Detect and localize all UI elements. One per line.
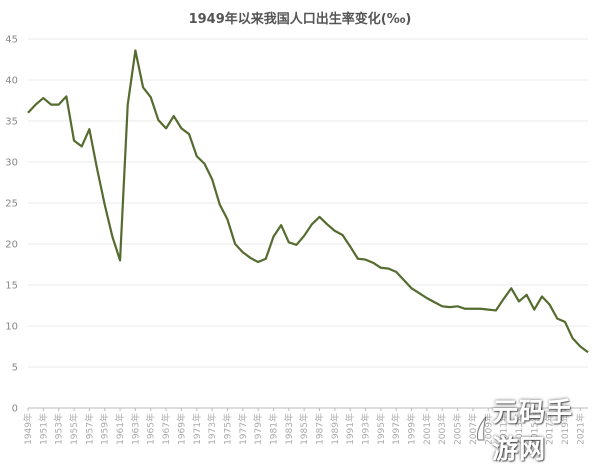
x-tick-label: 1983年 [283,413,295,445]
brush-logo-icon [477,416,487,441]
x-tick-label: 1985年 [298,413,310,445]
x-axis-ticks: 1949年 1951年 1953年 1955年 1957年 1959年 1961年 1963年… [22,408,586,445]
y-tick-label: 40 [5,76,18,87]
x-tick-label: 1965年 [145,413,157,445]
x-tick-label: 1959年 [99,413,111,445]
y-tick-label: 25 [5,199,18,210]
x-tick-label: 1975年 [221,413,233,445]
x-tick-label: 2017年 [544,413,556,445]
series-layer [27,49,589,354]
watermark-text: 元码手游网 [492,398,574,465]
y-tick-label: 35 [5,117,18,128]
chart-title: 1949年以来我国人口出生率变化(‰) [188,12,412,27]
x-tick-label: 2021年 [574,413,586,445]
x-tick-label: 1973年 [206,413,218,445]
x-tick-label: 1981年 [267,413,279,445]
y-tick-label: 30 [5,158,18,169]
x-tick-label: 2019年 [559,413,571,445]
brush-logo-shape [477,416,487,441]
y-tick-label: 5 [12,363,18,374]
y-tick-label: 0 [12,404,18,415]
x-tick-label: 1971年 [191,413,203,445]
x-tick-label: 2003年 [436,413,448,445]
x-tick-label: 1977年 [237,413,249,445]
x-tick-label: 1957年 [83,413,95,445]
x-tick-label: 1979年 [252,413,264,445]
x-tick-label: 2013年 [513,413,525,445]
x-tick-label: 1997年 [390,413,402,445]
series-line-0 [27,49,589,354]
x-tick-label: 2007年 [467,413,479,445]
x-tick-label: 2005年 [452,413,464,445]
y-tick-label: 10 [5,322,18,333]
y-tick-label: 15 [5,281,18,292]
x-tick-label: 1969年 [175,413,187,445]
x-tick-label: 1987年 [314,413,326,445]
y-axis-ticks: 0 5 10 15 20 25 30 35 40 45 [5,35,18,415]
x-tick-label: 1951年 [37,413,49,445]
x-tick-label: 1989年 [329,413,341,445]
x-tick-label: 1967年 [160,413,172,445]
x-tick-label: 1999年 [406,413,418,445]
x-tick-label: 2011年 [498,413,510,445]
x-tick-label: 1949年 [22,413,34,445]
x-tick-label: 1993年 [360,413,372,445]
grid-layer [28,38,588,409]
x-tick-label: 1955年 [68,413,80,445]
x-tick-label: 1995年 [375,413,387,445]
x-tick-label: 2015年 [528,413,540,445]
x-tick-label: 2001年 [421,413,433,445]
x-tick-label: 1963年 [129,413,141,445]
site-watermark: 元码手游网 [474,398,598,465]
y-tick-label: 45 [5,35,18,46]
x-tick-label: 1961年 [114,413,126,445]
x-tick-label: 1991年 [344,413,356,445]
x-tick-label: 1953年 [53,413,65,445]
y-tick-label: 20 [5,240,18,251]
